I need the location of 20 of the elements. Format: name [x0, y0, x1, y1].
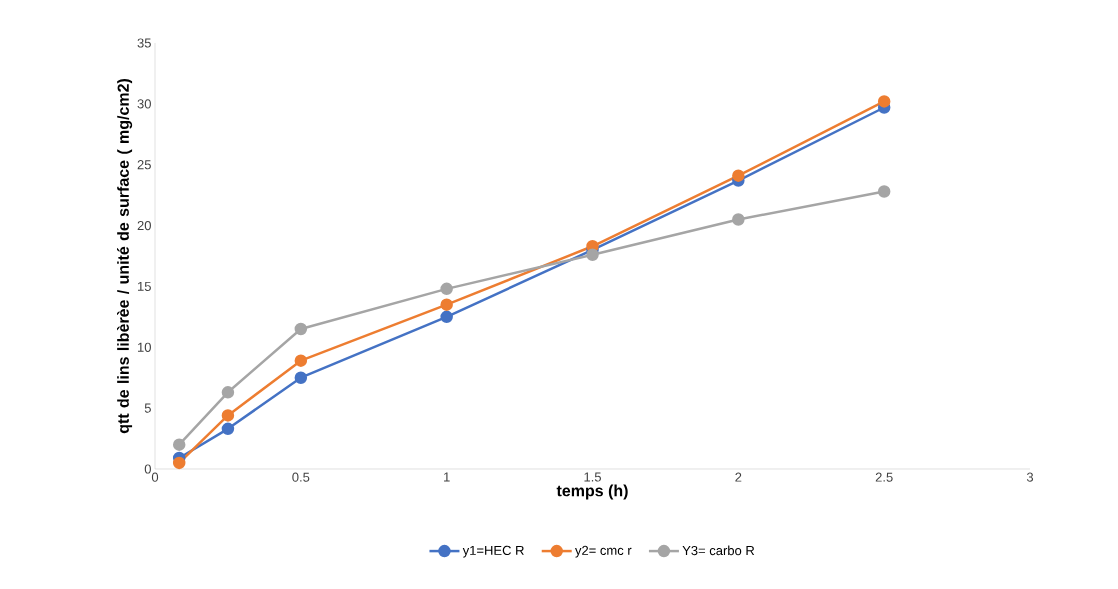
y-tick-label: 35 — [137, 38, 151, 48]
y-tick-label: 0 — [144, 464, 151, 474]
x-tick-label: 1.5 — [584, 472, 601, 482]
x-tick-label: 3 — [1026, 472, 1034, 482]
legend-label: Y3= carbo R — [682, 545, 755, 556]
y-tick-label: 20 — [137, 220, 151, 231]
y-tick-label: 15 — [138, 281, 151, 291]
y-axis-title: qtt de lins libèrèe / unité de surface ( mg/cm2) — [117, 78, 133, 434]
legend-label: y1=HEC R — [462, 545, 524, 558]
y-tick-label: 5 — [144, 403, 151, 413]
y-tick-label: 25 — [137, 160, 151, 170]
x-tick-label: 0.5 — [292, 472, 310, 482]
x-axis-title: temps (h) — [556, 484, 628, 500]
x-tick-label: 2.5 — [875, 472, 893, 482]
y-tick-label: 10 — [138, 342, 151, 352]
x-tick-label: 0 — [151, 472, 159, 482]
y-tick-label: 30 — [137, 99, 151, 109]
legend-label: y2= cmc r — [575, 545, 632, 558]
x-tick-label: 1 — [444, 472, 450, 482]
x-tick-label: 2 — [735, 472, 742, 482]
